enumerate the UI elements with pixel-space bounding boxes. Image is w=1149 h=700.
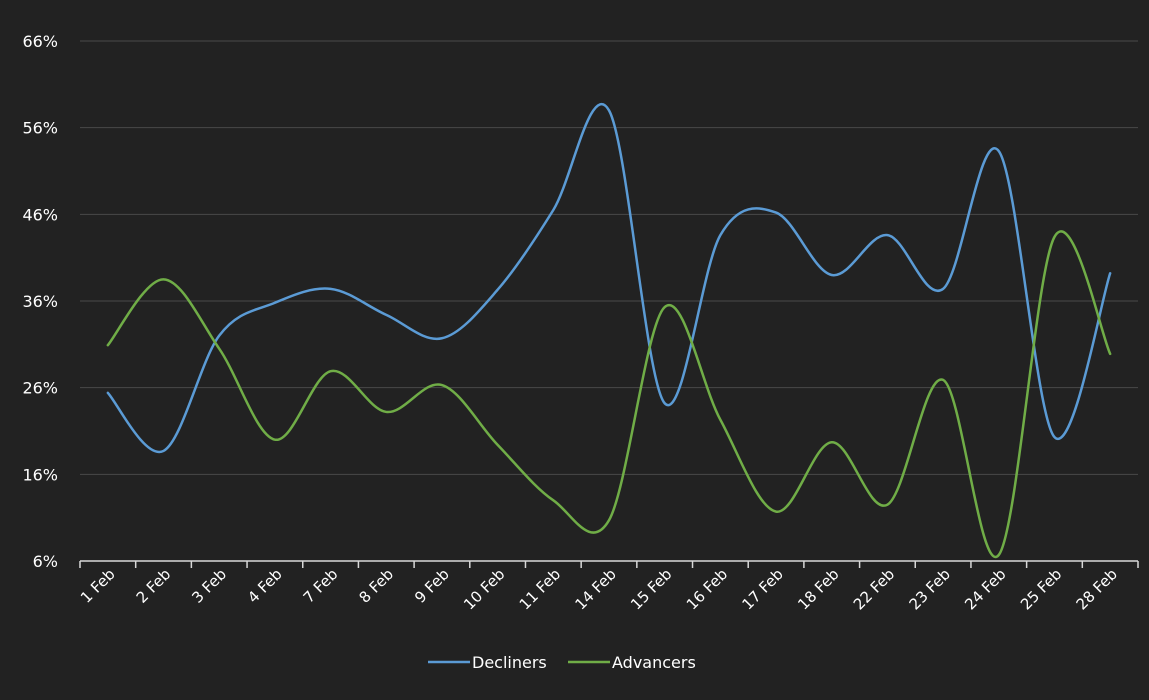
x-tick-label: 10 Feb: [460, 565, 508, 613]
x-tick-label: 18 Feb: [794, 565, 842, 613]
y-axis-ticks: 6% 16% 26% 36% 46% 56% 66%: [22, 32, 58, 571]
legend-label: Decliners: [472, 653, 547, 672]
x-tick-label: 24 Feb: [961, 565, 1009, 613]
x-tick-label: 7 Feb: [300, 565, 342, 607]
x-tick-label: 17 Feb: [738, 565, 786, 613]
y-tick-label: 56%: [22, 119, 58, 138]
x-tick-label: 15 Feb: [627, 565, 675, 613]
y-tick-label: 46%: [22, 205, 58, 224]
y-tick-label: 36%: [22, 292, 58, 311]
x-tick-label: 2 Feb: [133, 565, 175, 607]
x-tick-label: 16 Feb: [683, 565, 731, 613]
x-tick-label: 22 Feb: [850, 565, 898, 613]
x-tick-label: 1 Feb: [77, 565, 119, 607]
y-tick-label: 6%: [33, 552, 58, 571]
x-tick-label: 11 Feb: [516, 565, 564, 613]
x-tick-label: 23 Feb: [906, 565, 954, 613]
x-tick-label: 25 Feb: [1017, 565, 1065, 613]
legend: Decliners Advancers: [428, 653, 696, 672]
x-tick-label: 28 Feb: [1073, 565, 1121, 613]
legend-label: Advancers: [612, 653, 696, 672]
y-tick-label: 66%: [22, 32, 58, 51]
x-tick-label: 8 Feb: [355, 565, 397, 607]
x-tick-label: 14 Feb: [571, 565, 619, 613]
gridlines: [80, 40, 1138, 475]
series-line-decliners: [106, 102, 1112, 454]
y-tick-label: 26%: [22, 379, 58, 398]
y-tick-label: 16%: [22, 465, 58, 484]
series-line-advancers: [106, 230, 1112, 559]
x-axis: 1 Feb 2 Feb 3 Feb 4 Feb 7 Feb 8 Feb 9 Feb 10 Fe…: [77, 560, 1139, 613]
x-tick-label: 9 Feb: [411, 565, 453, 607]
x-tick-label: 3 Feb: [188, 565, 230, 607]
x-tick-label: 4 Feb: [244, 565, 286, 607]
series-lines: [106, 102, 1112, 559]
